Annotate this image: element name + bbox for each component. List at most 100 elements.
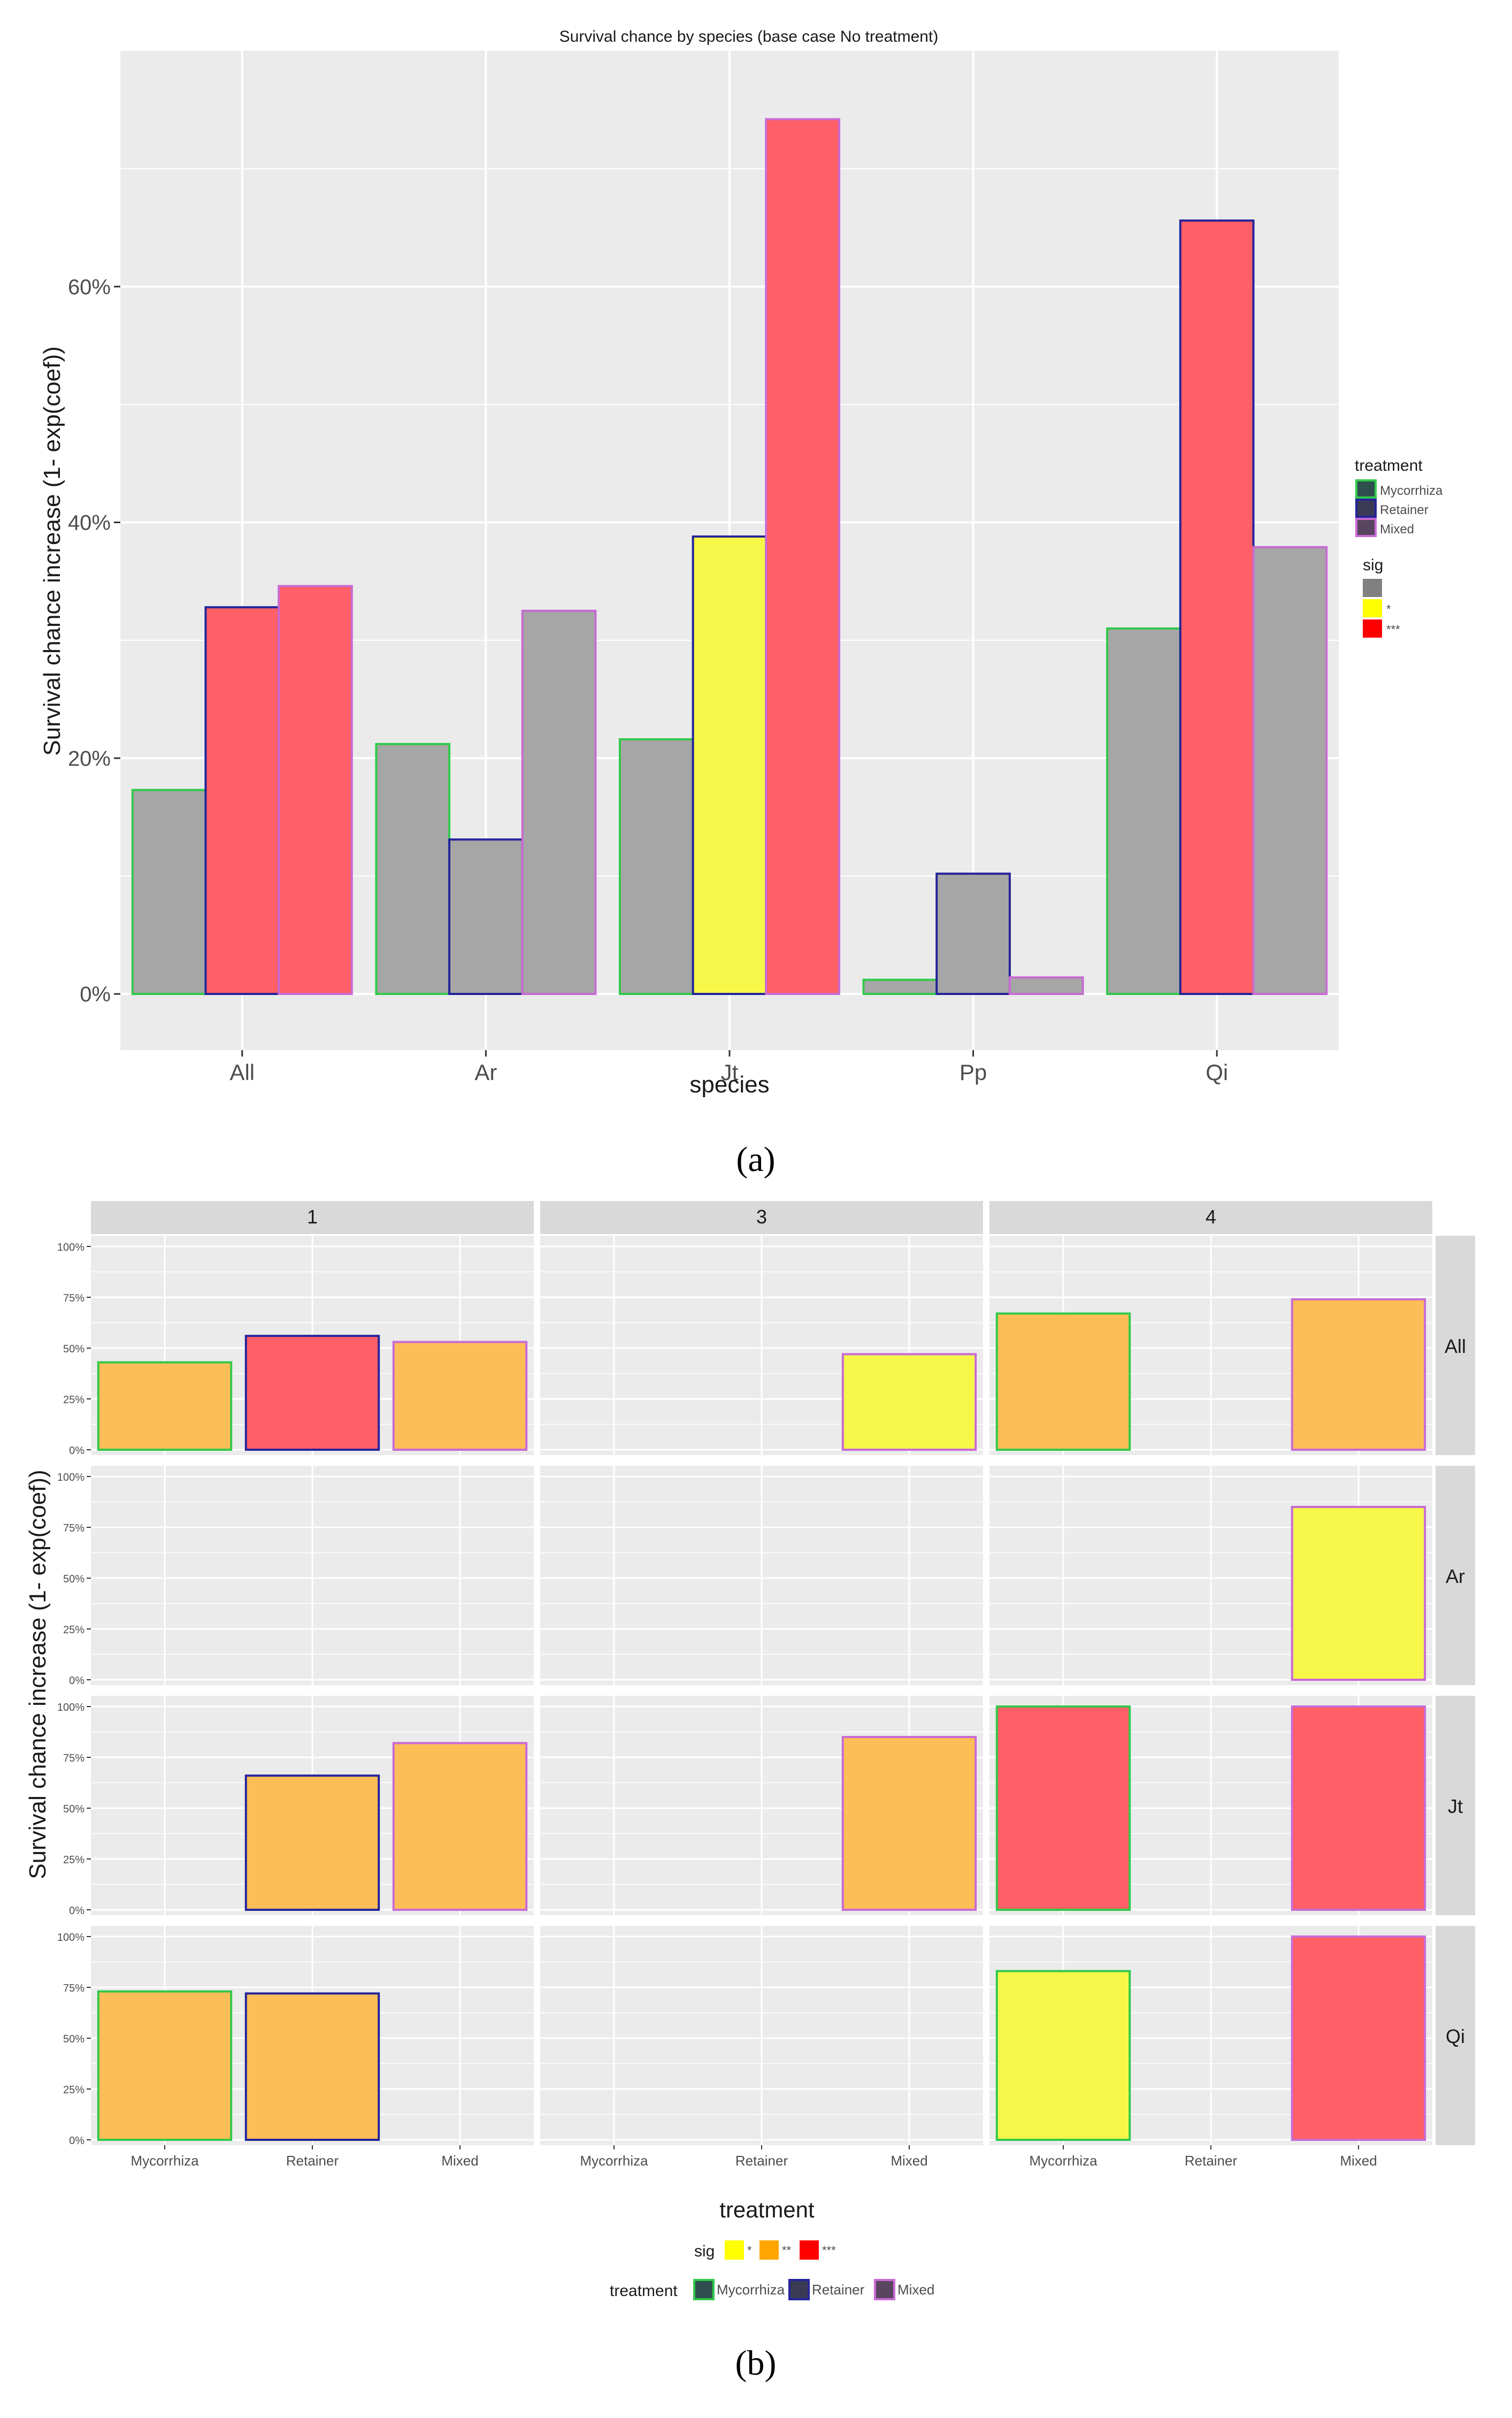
y-tick-label: 20% [68, 747, 111, 770]
legend-b-swatch-sig-two [759, 2240, 779, 2260]
bar-qi-1-mycorrhiza [97, 1990, 233, 2141]
facet-strip-col-1 [91, 1201, 534, 1234]
panel-b-x-axis-label: treatment [719, 2197, 815, 2222]
bar-ar-4-mixed [1291, 1506, 1426, 1681]
y-tick-label: 0% [69, 1905, 85, 1917]
panel-a-chart: Survival chance by species (base case No… [39, 28, 1443, 1098]
legend-label-mixed: Mixed [1380, 522, 1414, 537]
legend-b-sig-title: sig [694, 2243, 715, 2260]
panel-b-x-ticks: Mycorrhiza Retainer Mixed Mycorrhiza Retaine… [131, 2145, 1377, 2169]
panel-b-caption: (b) [735, 2344, 777, 2383]
y-tick-label: 75% [63, 1753, 85, 1764]
bar-all-3-mixed [841, 1353, 977, 1451]
legend-b-label-sig-three: *** [822, 2244, 836, 2257]
bar-jt-retainer [692, 535, 767, 995]
legend-label-mycorrhiza: Mycorrhiza [1380, 484, 1443, 498]
x-tick-label: Qi [1206, 1060, 1228, 1085]
bar-ar-mixed [521, 609, 597, 995]
facet-strip-col-3 [540, 1201, 983, 1234]
x-tick-label: Mixed [1340, 2153, 1377, 2169]
legend-swatch-sig-none [1363, 579, 1382, 597]
bar-jt-4-mycorrhiza [995, 1705, 1131, 1911]
facet-strip-row-label: Qi [1446, 2025, 1465, 2047]
facet-strip-row-qi [1436, 1926, 1475, 2145]
x-tick-label: All [229, 1060, 255, 1085]
legend-b-label-retainer: Retainer [812, 2282, 865, 2298]
facet-strip-col-4 [989, 1201, 1432, 1234]
bar-qi-4-mixed [1291, 1935, 1426, 2141]
panel-a-bars [131, 118, 1328, 996]
bar-qi-mycorrhiza [1106, 627, 1181, 995]
facet-strip-col-label: 4 [1206, 1206, 1216, 1228]
bar-pp-mixed [1008, 976, 1084, 995]
legend-swatch-sig-three [1363, 619, 1382, 638]
legend-label-sig-one: * [1386, 602, 1391, 616]
legend-b-label-sig-one: * [747, 2244, 752, 2257]
bar-pp-mycorrhiza [862, 978, 938, 996]
panel-b-facet-strips: 1 3 4 All Ar Jt Qi [91, 1201, 1475, 2145]
facet-strip-col-label: 1 [307, 1206, 318, 1228]
x-tick-label: Mycorrhiza [131, 2153, 199, 2169]
panel-a-y-axis-label: Survival chance increase (1- exp(coef)) [39, 346, 65, 755]
panel-a-x-axis-label: species [689, 1072, 769, 1098]
bar-qi-mixed [1252, 546, 1328, 995]
bar-all-retainer [204, 606, 280, 996]
y-tick-label: 50% [63, 1573, 85, 1585]
legend-b-treatment-title: treatment [610, 2282, 678, 2300]
panel-b-chart: 1 3 4 All Ar Jt Qi 0% 25% 50% 75% 100% 0% 25% 50% 75% 1… [25, 1201, 1475, 2300]
facet-strip-row-ar [1436, 1466, 1475, 1685]
y-tick-label: 0% [80, 983, 111, 1006]
panel-a-y-ticks: 0% 20% 40% 60% [68, 276, 120, 1006]
y-tick-label: 0% [69, 2135, 85, 2147]
y-tick-label: 75% [63, 1292, 85, 1304]
legend-b-swatch-sig-one [725, 2240, 744, 2260]
legend-b-swatch-mycorrhiza [693, 2279, 715, 2300]
y-tick-label: 0% [69, 1675, 85, 1687]
legend-b-swatch-sig-three [800, 2240, 819, 2260]
bar-jt-1-mixed [392, 1742, 528, 1911]
panel-a-x-ticks: All Ar Jt Pp Qi [229, 1050, 1228, 1085]
legend-b-label-mixed: Mixed [897, 2282, 934, 2298]
facet-strip-row-label: All [1445, 1335, 1466, 1357]
bar-all-4-mixed [1291, 1298, 1426, 1451]
y-tick-label: 25% [63, 1624, 85, 1636]
panel-a-title: Survival chance by species (base case No… [559, 28, 939, 45]
bar-jt-3-mixed [841, 1736, 977, 1911]
bar-all-mycorrhiza [131, 789, 207, 995]
bar-all-1-mycorrhiza [97, 1361, 233, 1451]
y-tick-label: 100% [57, 1472, 85, 1483]
bar-all-1-retainer [244, 1335, 380, 1451]
y-tick-label: 25% [63, 1854, 85, 1866]
bar-ar-retainer [448, 838, 524, 995]
legend-swatch-mycorrhiza [1355, 479, 1377, 499]
facet-strip-col-label: 3 [756, 1206, 767, 1228]
y-tick-label: 100% [57, 1242, 85, 1253]
legend-label-retainer: Retainer [1380, 503, 1429, 517]
panel-a-legend: treatment Mycorrhiza Retainer Mixed sig … [1355, 457, 1443, 638]
bar-qi-4-mycorrhiza [995, 1970, 1131, 2141]
y-tick-label: 50% [63, 2033, 85, 2045]
y-tick-label: 40% [68, 511, 111, 535]
x-tick-label: Mycorrhiza [580, 2153, 648, 2169]
bar-all-1-mixed [392, 1341, 528, 1451]
y-tick-label: 25% [63, 1394, 85, 1406]
legend-b-swatch-retainer [788, 2279, 810, 2300]
legend-b-label-mycorrhiza: Mycorrhiza [717, 2282, 785, 2298]
x-tick-label: Retainer [1185, 2153, 1238, 2169]
legend-swatch-mixed [1355, 518, 1377, 537]
bar-jt-1-retainer [244, 1774, 380, 1911]
y-tick-label: 0% [69, 1445, 85, 1457]
legend-swatch-sig-one [1363, 599, 1382, 617]
y-tick-label: 75% [63, 1522, 85, 1534]
facet-strip-row-label: Ar [1446, 1565, 1465, 1587]
bar-all-4-mycorrhiza [995, 1312, 1131, 1451]
panel-b-y-axis-label: Survival chance increase (1- exp(coef)) [25, 1470, 51, 1879]
legend-label-sig-three: *** [1386, 623, 1400, 636]
y-tick-label: 100% [57, 1932, 85, 1943]
x-tick-label: Retainer [735, 2153, 788, 2169]
bar-qi-1-retainer [244, 1992, 380, 2141]
x-tick-label: Jt [721, 1060, 739, 1085]
legend-b-label-sig-two: ** [782, 2244, 792, 2257]
panel-b-bars [97, 1298, 1426, 2141]
